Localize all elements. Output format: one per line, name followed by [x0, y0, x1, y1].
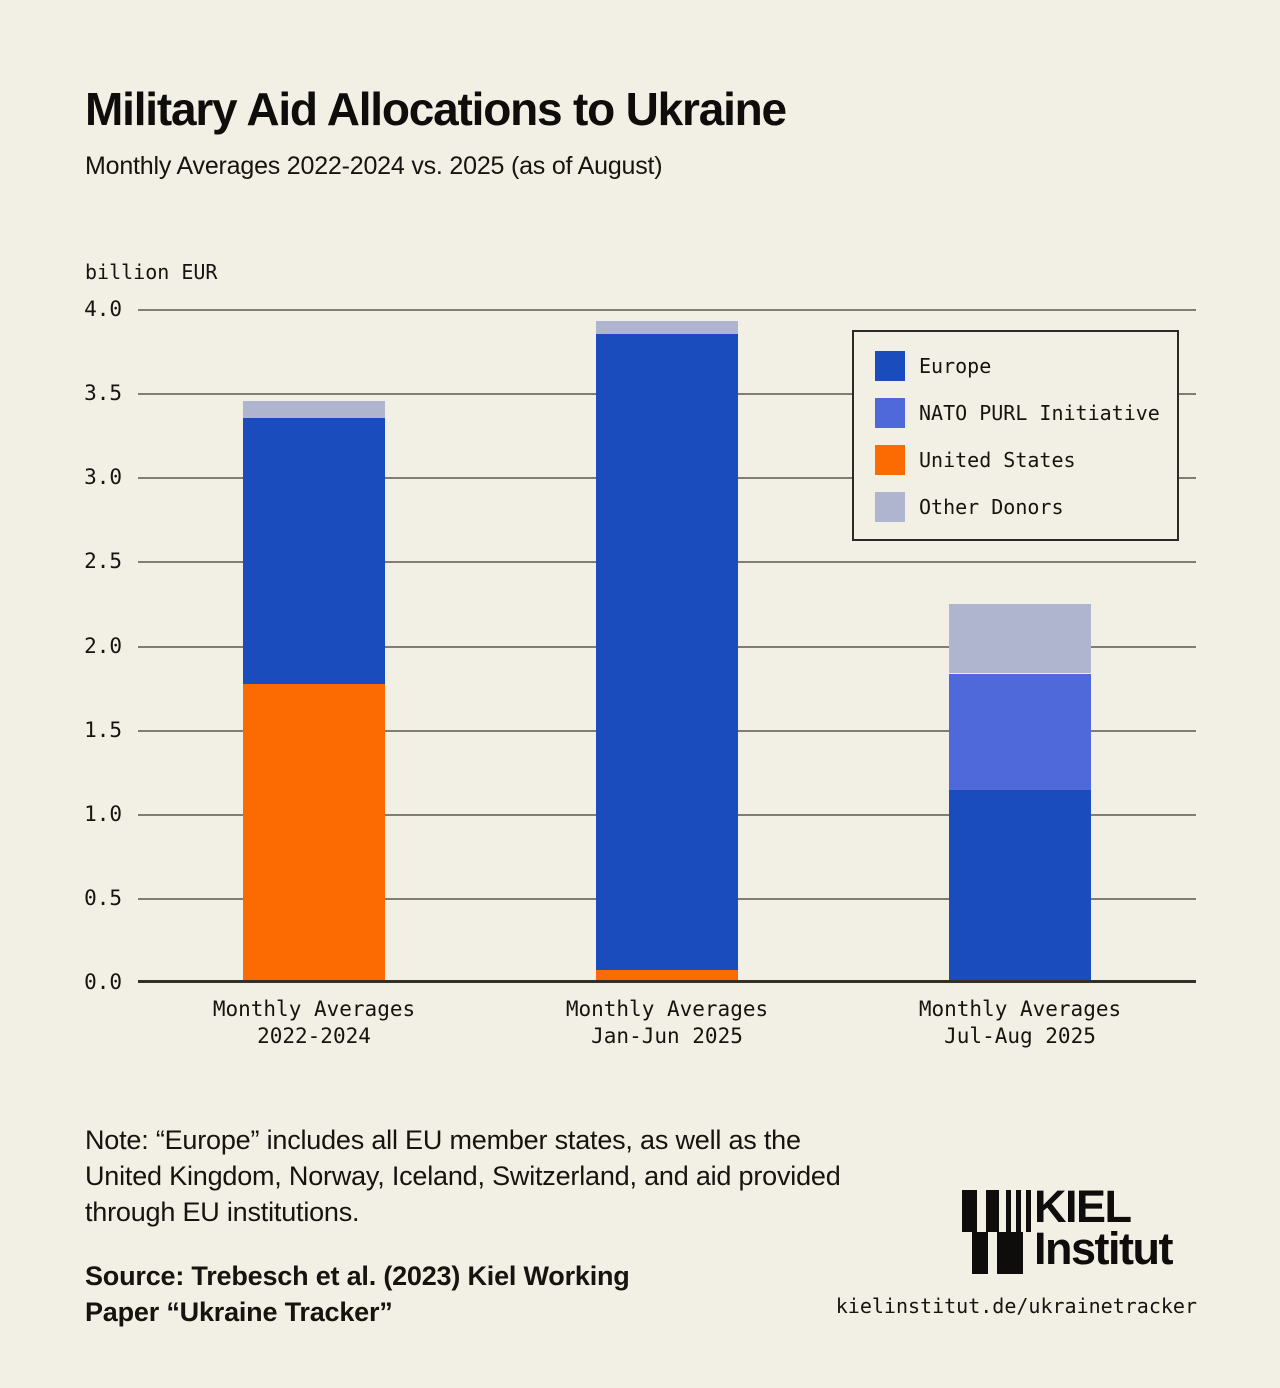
- y-tick-label: 0.5: [84, 886, 122, 910]
- legend-label: Other Donors: [919, 495, 1064, 519]
- bar-segment-europe: [949, 790, 1091, 983]
- legend-swatch-europe: [875, 351, 905, 381]
- legend-label: United States: [919, 448, 1076, 472]
- y-tick-label: 1.5: [84, 718, 122, 742]
- legend-item-nato-purl-initiative: NATO PURL Initiative: [875, 398, 1177, 428]
- kiel-wordmark-line1: KIEL: [1034, 1181, 1132, 1232]
- note-line: Note: “Europe” includes all EU member st…: [85, 1125, 801, 1155]
- bar-segment-europe: [596, 334, 738, 970]
- y-tick-label: 0.0: [84, 970, 122, 994]
- x-tick-label-line: Monthly Averages: [918, 997, 1122, 1021]
- kiel-barcode-icon: [962, 1190, 1031, 1274]
- y-axis-unit-label: billion EUR: [85, 260, 218, 284]
- note-line: through EU institutions.: [85, 1197, 360, 1227]
- bar-segment-other-donors: [949, 604, 1091, 673]
- x-tick-label: Monthly Averages 2022-2024: [154, 996, 474, 1050]
- bar-segment-united-states: [243, 684, 385, 983]
- source-line: Source: Trebesch et al. (2023) Kiel Work…: [85, 1261, 630, 1291]
- legend-label: NATO PURL Initiative: [919, 401, 1160, 425]
- y-tick-label: 1.0: [84, 802, 122, 826]
- page-title: Military Aid Allocations to Ukraine: [85, 83, 787, 135]
- bar-segment-nato-purl-initiative: [949, 674, 1091, 790]
- kiel-wordmark-line2: Institut: [1034, 1223, 1173, 1274]
- bar-segment-other-donors: [596, 321, 738, 334]
- gridline: [138, 309, 1196, 311]
- bar-segment-europe: [243, 418, 385, 684]
- kiel-wordmark: KIEL Institut: [1034, 1181, 1173, 1274]
- y-tick-label: 3.5: [84, 381, 122, 405]
- x-tick-label-line: 2022-2024: [257, 1024, 371, 1048]
- legend-item-other-donors: Other Donors: [875, 492, 1177, 522]
- y-tick-label: 2.5: [84, 549, 122, 573]
- y-tick-label: 2.0: [84, 634, 122, 658]
- x-tick-label-line: Jan-Jun 2025: [591, 1024, 743, 1048]
- page-subtitle: Monthly Averages 2022-2024 vs. 2025 (as …: [85, 152, 663, 180]
- x-tick-label: Monthly Averages Jan-Jun 2025: [507, 996, 827, 1050]
- x-tick-label-line: Monthly Averages: [565, 997, 769, 1021]
- y-tick-label: 4.0: [84, 297, 122, 321]
- plot-area: Europe NATO PURL Initiative United States O…: [84, 297, 1196, 1048]
- bar-segment-other-donors: [243, 401, 385, 418]
- legend-swatch-united-states: [875, 445, 905, 475]
- x-axis-baseline: [138, 980, 1196, 983]
- legend-swatch-nato-purl-initiative: [875, 398, 905, 428]
- note-text: Note: “Europe” includes all EU member st…: [85, 1122, 841, 1230]
- legend-item-europe: Europe: [875, 351, 1177, 381]
- note-line: United Kingdom, Norway, Iceland, Switzer…: [85, 1161, 841, 1191]
- legend-swatch-other-donors: [875, 492, 905, 522]
- x-tick-label: Monthly Averages Jul-Aug 2025: [860, 996, 1180, 1050]
- legend: Europe NATO PURL Initiative United States O…: [852, 330, 1179, 541]
- source-text: Source: Trebesch et al. (2023) Kiel Work…: [85, 1258, 630, 1330]
- legend-label: Europe: [919, 354, 992, 378]
- x-tick-label-line: Monthly Averages: [212, 997, 416, 1021]
- legend-item-united-states: United States: [875, 445, 1177, 475]
- kiel-institut-logo: KIEL Institut: [962, 1181, 1173, 1274]
- source-line: Paper “Ukraine Tracker”: [85, 1297, 393, 1327]
- y-tick-label: 3.0: [84, 465, 122, 489]
- x-tick-label-line: Jul-Aug 2025: [944, 1024, 1096, 1048]
- tracker-url: kielinstitut.de/ukrainetracker: [835, 1294, 1197, 1318]
- bar-segment-united-states: [596, 970, 738, 983]
